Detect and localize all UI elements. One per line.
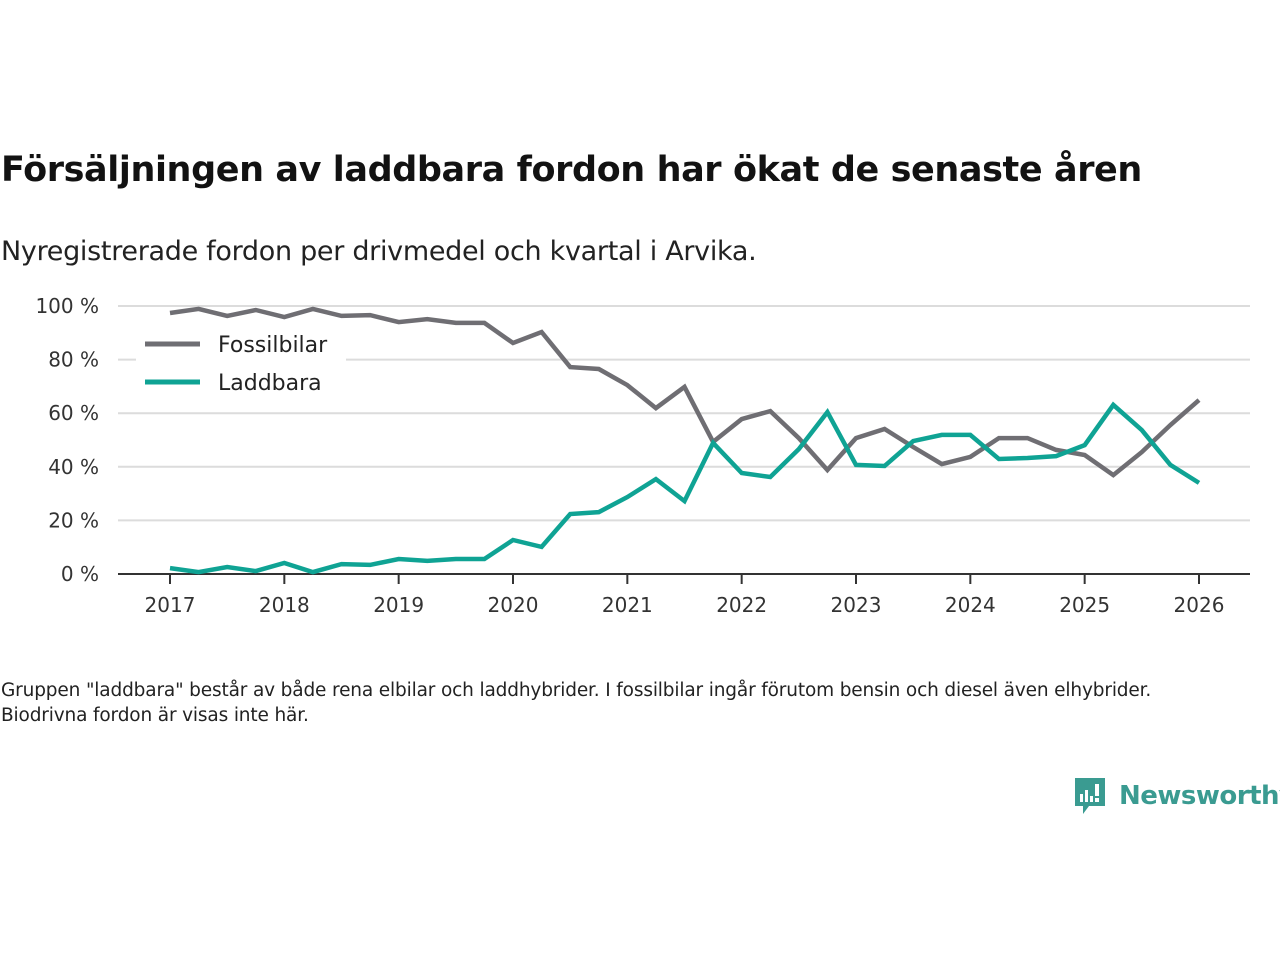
legend-label-laddbara: Laddbara [218, 371, 322, 396]
series-line-laddbara [169, 401, 1201, 575]
x-tick-label: 2019 [373, 593, 424, 617]
x-tick-label: 2023 [831, 593, 882, 617]
x-tick-label: 2018 [259, 593, 310, 617]
newsworthy-logo-icon [1075, 778, 1105, 814]
y-tick-label: 100 % [35, 294, 99, 318]
series-lines [169, 306, 1201, 575]
x-tick-label: 2026 [1174, 593, 1225, 617]
legend-background [136, 324, 346, 404]
legend-label-fossilbilar: Fossilbilar [218, 333, 328, 358]
x-tick-label: 2024 [945, 593, 996, 617]
series-line-fossilbilar [169, 306, 1201, 478]
x-tick-label: 2020 [488, 593, 539, 617]
x-tick-label: 2017 [145, 593, 196, 617]
line-chart: 0 % 20 % 40 % 60 % 80 % 100 % 2017 2018 2019 202… [35, 294, 1250, 617]
y-axis: 0 % 20 % 40 % 60 % 80 % 100 % [35, 294, 99, 586]
y-tick-label: 0 % [61, 562, 99, 586]
y-tick-label: 40 % [48, 455, 99, 479]
brand-logo: Newsworthy [1073, 776, 1280, 816]
chart-title: Försäljningen av laddbara fordon har öka… [1, 150, 1142, 190]
y-tick-label: 60 % [48, 401, 99, 425]
brand-name: Newsworthy [1119, 781, 1280, 811]
y-tick-label: 20 % [48, 508, 99, 532]
x-tick-label: 2022 [716, 593, 767, 617]
y-tick-label: 80 % [48, 348, 99, 372]
chart-subtitle: Nyregistrerade fordon per drivmedel och … [1, 236, 757, 267]
x-tick-label: 2025 [1059, 593, 1110, 617]
footnote: Gruppen "laddbara" består av både rena e… [1, 680, 1152, 726]
x-tick-label: 2021 [602, 593, 653, 617]
legend: Fossilbilar Laddbara [136, 324, 346, 404]
x-axis: 2017 2018 2019 2020 2021 2022 2023 2024 2025 2026 [118, 573, 1250, 617]
